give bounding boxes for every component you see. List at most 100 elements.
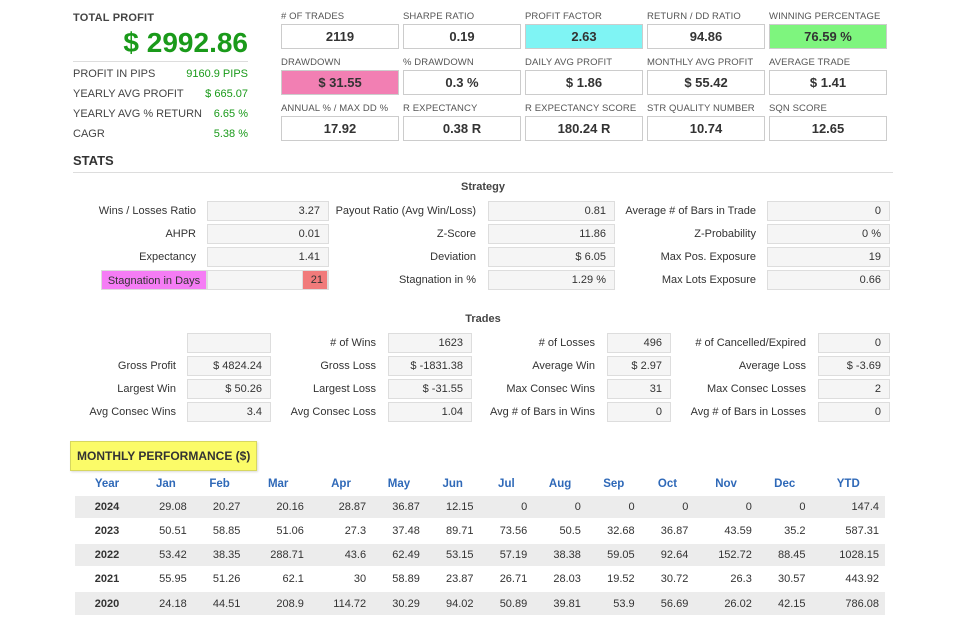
yearly-avg-profit-value: $ 665.07 <box>205 88 248 100</box>
column-header: Aug <box>548 477 572 490</box>
ytd-cell: 786.08 <box>811 590 885 615</box>
strategy-heading: Strategy <box>460 181 506 193</box>
trades-label: Avg # of Bars in Losses <box>690 406 806 418</box>
strategy-label: Wins / Losses Ratio <box>98 205 196 217</box>
month-cell: 19.52 <box>586 566 641 591</box>
metric-sharpe-ratio: SHARPE RATIO 0.19 <box>403 11 521 49</box>
trades-label: Largest Loss <box>313 383 376 395</box>
trades-value: 496 <box>607 333 671 353</box>
trades-heading: Trades <box>465 313 501 325</box>
month-cell: 114.72 <box>309 590 373 615</box>
metric-value: 180.24 R <box>525 116 643 141</box>
month-cell: 53.15 <box>425 542 480 567</box>
metric-label: ANNUAL % / MAX DD % <box>281 103 389 114</box>
metric-value: 94.86 <box>647 24 765 49</box>
strategy-value: 0.81 <box>488 201 615 221</box>
column-header: Jun <box>442 477 463 490</box>
metric-percent-drawdown: % DRAWDOWN 0.3 % <box>403 57 521 95</box>
trades-value: $ 50.26 <box>187 379 271 399</box>
column-header: YTD <box>836 477 860 490</box>
trades-label: Avg # of Bars in Wins <box>490 406 595 418</box>
month-cell: 43.59 <box>694 518 758 543</box>
strategy-value: 0.66 <box>767 270 890 290</box>
profit-in-pips-label: PROFIT IN PIPS <box>73 68 156 80</box>
trades-label: Gross Profit <box>117 360 176 372</box>
ytd-cell: 1028.15 <box>811 542 885 567</box>
metric-label: AVERAGE TRADE <box>769 57 851 68</box>
ytd-cell: 587.31 <box>811 518 885 543</box>
month-cell: 288.71 <box>246 542 310 567</box>
month-cell: 94.02 <box>425 590 480 615</box>
month-cell: 92.64 <box>640 542 695 567</box>
ytd-cell: 147.4 <box>811 494 885 519</box>
month-cell: 27.3 <box>309 518 373 543</box>
month-cell: 208.9 <box>246 590 310 615</box>
month-cell: 58.85 <box>192 518 247 543</box>
strategy-label: Expectancy <box>139 251 196 263</box>
month-cell: 0 <box>694 494 758 519</box>
column-header: May <box>387 477 411 490</box>
month-cell: 0 <box>533 494 587 519</box>
metric-profit-factor: PROFIT FACTOR 2.63 <box>525 11 643 49</box>
trades-label: # of Wins <box>330 337 376 349</box>
metric-label: DRAWDOWN <box>281 57 341 68</box>
month-cell: 35.2 <box>757 518 812 543</box>
month-cell: 0 <box>757 494 812 519</box>
monthly-performance-table: Year Jan Feb Mar Apr May Jun Jul Aug Sep… <box>75 473 885 615</box>
month-cell: 50.51 <box>139 518 193 543</box>
metric-value: $ 55.42 <box>647 70 765 95</box>
metric-value: 2119 <box>281 24 399 49</box>
metric-value: 2.63 <box>525 24 643 49</box>
strategy-label: Z-Score <box>436 228 476 240</box>
strategy-value: 1.29 % <box>488 270 615 290</box>
metric-label: SQN SCORE <box>769 103 827 114</box>
year-cell: 2024 <box>75 494 139 519</box>
trades-value: 0 <box>818 333 890 353</box>
month-cell: 12.15 <box>425 494 480 519</box>
year-cell: 2021 <box>75 566 139 591</box>
trades-value: $ 2.97 <box>607 356 671 376</box>
strategy-label: Max Lots Exposure <box>661 274 756 286</box>
trades-label: Largest Win <box>117 383 176 395</box>
month-cell: 24.18 <box>139 590 193 615</box>
metric-label: % DRAWDOWN <box>403 57 474 68</box>
month-cell: 62.1 <box>246 566 310 591</box>
strategy-label: Max Pos. Exposure <box>660 251 756 263</box>
year-cell: 2020 <box>75 590 139 615</box>
column-header: Nov <box>715 477 737 490</box>
month-cell: 0 <box>640 494 695 519</box>
month-cell: 26.3 <box>694 566 758 591</box>
month-cell: 23.87 <box>425 566 480 591</box>
table-row: 2023 50.51 58.85 51.06 27.3 37.48 89.71 … <box>75 518 885 543</box>
stats-heading: STATS <box>73 153 114 168</box>
year-cell: 2023 <box>75 518 139 543</box>
metric-sqn-score: SQN SCORE 12.65 <box>769 103 887 141</box>
month-cell: 0 <box>586 494 641 519</box>
strategy-value: 0.01 <box>207 224 329 244</box>
trades-label: Avg Consec Loss <box>290 406 376 418</box>
month-cell: 55.95 <box>139 566 193 591</box>
column-header: Year <box>94 477 120 490</box>
column-header: Jan <box>155 477 176 490</box>
metric-r-expectancy: R EXPECTANCY 0.38 R <box>403 103 521 141</box>
month-cell: 28.87 <box>309 494 373 519</box>
metric-label: R EXPECTANCY <box>403 103 478 114</box>
cagr-value: 5.38 % <box>213 128 248 140</box>
stats-divider <box>73 172 893 173</box>
strategy-value: 0 <box>767 201 890 221</box>
metric-label: DAILY AVG PROFIT <box>525 57 613 68</box>
yearly-avg-return-label: YEARLY AVG % RETURN <box>73 108 202 120</box>
trades-value: $ -1831.38 <box>388 356 472 376</box>
strategy-label: Deviation <box>430 251 476 263</box>
column-header: Feb <box>209 477 230 490</box>
metric-label: STR QUALITY NUMBER <box>647 103 755 114</box>
month-cell: 30.57 <box>757 566 812 591</box>
table-header-row: Year Jan Feb Mar Apr May Jun Jul Aug Sep… <box>75 473 885 495</box>
metric-annual-max-dd: ANNUAL % / MAX DD % 17.92 <box>281 103 399 141</box>
metric-label: PROFIT FACTOR <box>525 11 602 22</box>
month-cell: 44.51 <box>192 590 247 615</box>
metric-average-trade: AVERAGE TRADE $ 1.41 <box>769 57 887 95</box>
table-row: 2022 53.42 38.35 288.71 43.6 62.49 53.15… <box>75 542 885 567</box>
month-cell: 29.08 <box>139 494 193 519</box>
trades-value: 0 <box>607 402 671 422</box>
